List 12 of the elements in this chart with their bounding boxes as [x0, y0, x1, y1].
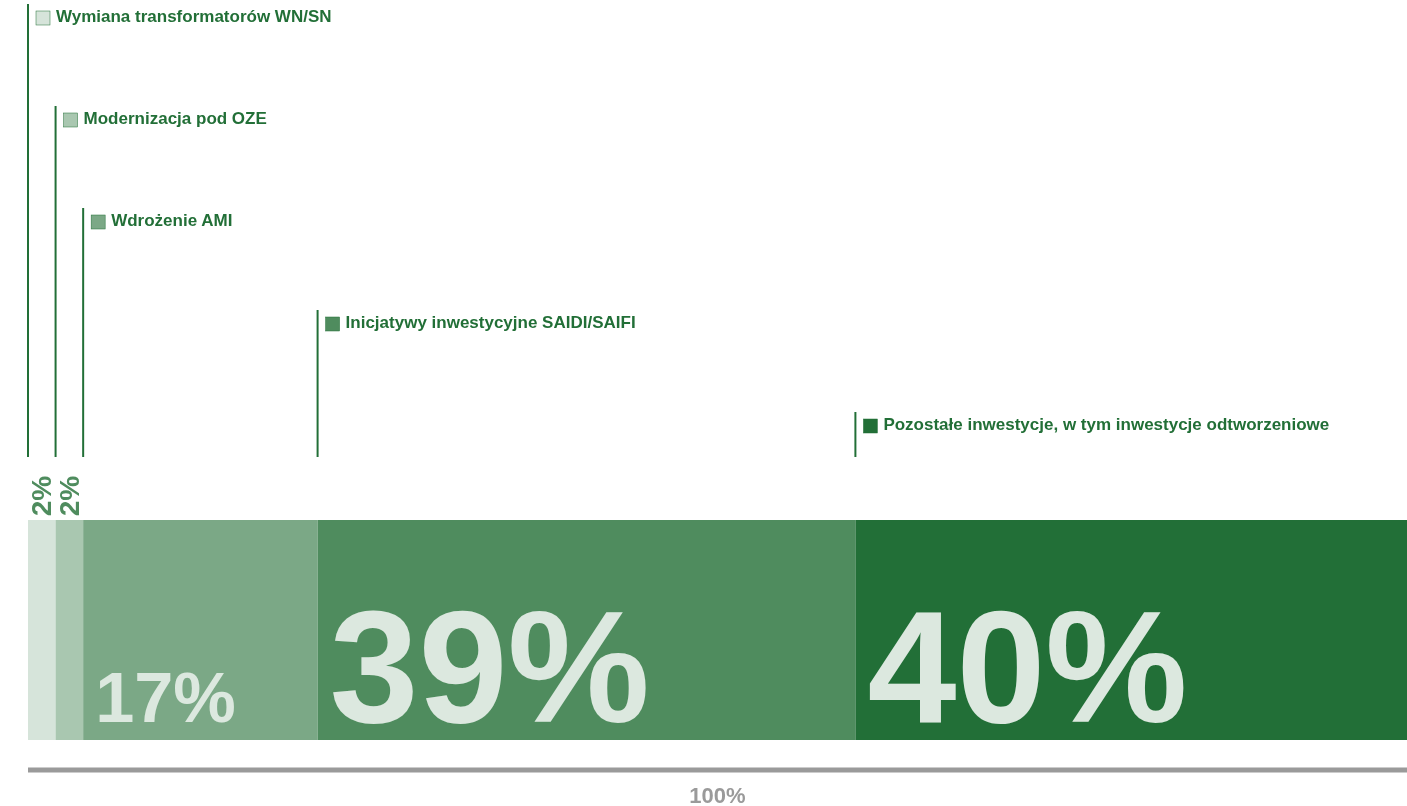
legend-label: Wymiana transformatorów WN/SN [56, 7, 332, 27]
legend-label: Wdrożenie AMI [111, 211, 233, 231]
data-label: 40% [867, 577, 1188, 756]
data-label: 17% [95, 658, 236, 737]
legend-label: Pozostałe inwestycje, w tym inwestycje odtworzeniowe [883, 415, 1330, 435]
legend-label: Inicjatywy inwestycyjne SAIDI/SAIFI [345, 313, 636, 333]
data-label: 39% [329, 577, 650, 756]
bar [55, 520, 84, 740]
total-label: 100% [689, 782, 746, 806]
bar [83, 520, 318, 740]
bar [28, 520, 56, 740]
legend-label: Modernizacja pod OZE [83, 109, 267, 129]
